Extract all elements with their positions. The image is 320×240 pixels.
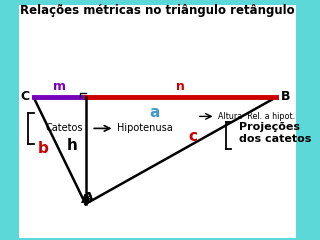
Text: A: A: [84, 191, 93, 204]
Text: Relações métricas no triângulo retângulo: Relações métricas no triângulo retângulo: [20, 4, 295, 17]
Text: b: b: [38, 141, 49, 156]
FancyBboxPatch shape: [19, 5, 296, 238]
Text: a: a: [150, 105, 160, 120]
Text: Projeções
dos catetos: Projeções dos catetos: [239, 122, 311, 144]
Text: Hipotenusa: Hipotenusa: [117, 123, 173, 133]
Text: n: n: [176, 80, 185, 93]
Text: m: m: [53, 80, 66, 93]
Text: c: c: [188, 129, 197, 144]
Text: C: C: [20, 90, 29, 102]
Text: A: A: [81, 193, 90, 206]
Text: Catetos: Catetos: [45, 123, 83, 133]
Text: Altura  Rel. a hipot.: Altura Rel. a hipot.: [219, 112, 296, 121]
Text: B: B: [281, 90, 290, 102]
Text: h: h: [67, 138, 78, 153]
